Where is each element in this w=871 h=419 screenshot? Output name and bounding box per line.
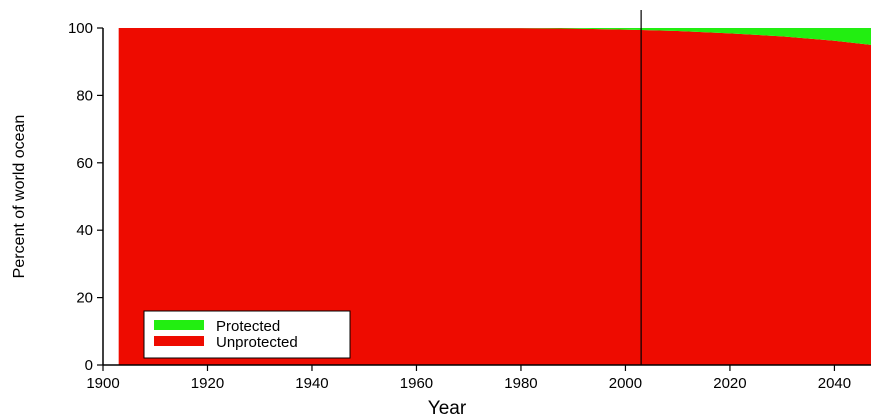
x-tick-label: 1960 [400,375,433,392]
legend-swatch-protected [154,320,204,330]
x-tick-label: 1980 [504,375,537,392]
area-protected [118,28,871,45]
y-tick-label: 60 [76,155,93,172]
y-axis-ticks: 0 20 40 60 80 100 [68,20,103,374]
x-tick-label: 2040 [818,375,851,392]
x-tick-label: 1940 [295,375,328,392]
y-tick-label: 20 [76,290,93,307]
x-tick-label: 1900 [86,375,119,392]
area-unprotected [118,28,871,365]
x-axis-ticks: 1900 1920 1940 1960 1980 2000 2020 2040 [86,365,851,392]
plot-area [118,10,871,365]
y-axis-title: Percent of world ocean [11,115,28,279]
x-tick-label: 2000 [609,375,642,392]
y-tick-label: 100 [68,20,93,37]
y-tick-label: 0 [85,357,93,374]
y-tick-label: 40 [76,222,93,239]
legend-label-protected: Protected [216,318,280,335]
y-tick-label: 80 [76,87,93,104]
axes: 1900 1920 1940 1960 1980 2000 2020 2040 0204060… [68,20,871,392]
legend-swatch-unprotected [154,336,204,346]
x-tick-label: 2020 [713,375,746,392]
legend: Protected Unprotected [143,310,351,359]
legend-label-unprotected: Unprotected [216,334,298,351]
legend-box [143,310,351,359]
x-tick-label: 1920 [191,375,224,392]
x-axis-title: Year [428,398,467,419]
